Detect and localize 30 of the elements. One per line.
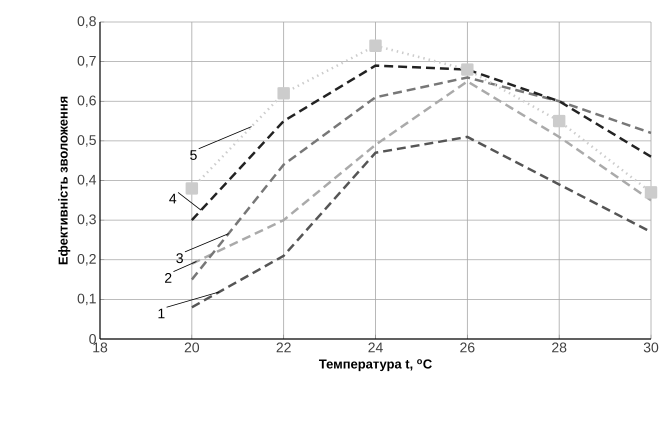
point: [369, 40, 382, 52]
point: [552, 114, 566, 128]
x-tick-label: 30: [644, 342, 658, 352]
line-series: [190, 64, 652, 222]
series-label: 4: [169, 194, 176, 204]
x-tick-label: 28: [552, 342, 566, 352]
y-tick-label: 0,2: [78, 254, 96, 266]
y-tick-label: 0,1: [78, 294, 96, 306]
point: [461, 63, 474, 76]
x-tick-label: 26: [460, 342, 474, 352]
y-tick-label: 0,4: [78, 174, 96, 186]
series-label: 5: [190, 150, 197, 160]
point: [277, 87, 290, 100]
y-tick-label: 0,8: [78, 16, 96, 28]
y-axis-title: Ефективність зволоження: [58, 96, 70, 264]
x-axis-title: Температура t, $^{o}$C: [318, 359, 432, 372]
point: [186, 182, 198, 195]
y-tick-label: 0,3: [78, 214, 96, 226]
series-label: 2: [165, 273, 172, 283]
y-tick-label: 0,7: [78, 56, 96, 68]
series-label: 1: [158, 308, 165, 318]
y-tick-label: 0,5: [78, 135, 96, 147]
point: [644, 186, 658, 199]
x-tick-label: 24: [368, 342, 383, 352]
series-label: 3: [176, 253, 183, 264]
x-tick-label: 22: [276, 342, 291, 352]
y-tick-label: 0: [89, 334, 96, 344]
x-tick-label: 18: [93, 342, 108, 352]
x-tick-label: 20: [184, 342, 200, 352]
y-tick-label: 0,6: [78, 95, 96, 108]
